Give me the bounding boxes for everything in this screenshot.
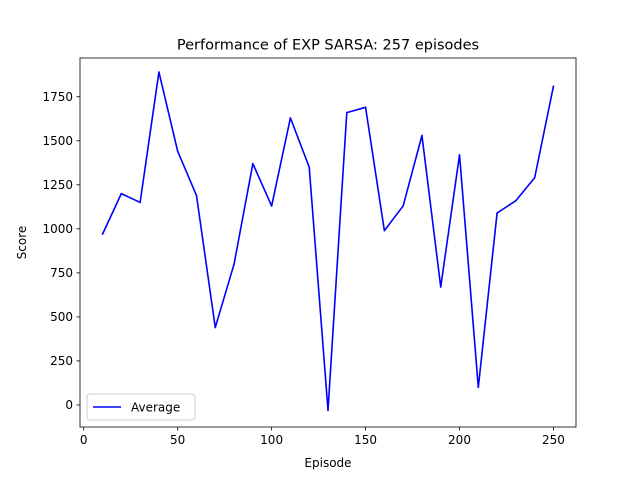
x-tick-label: 250 [542,433,565,447]
data-point [383,229,386,232]
y-tick-label: 0 [65,398,73,412]
data-point [252,162,254,165]
data-point [515,199,517,202]
y-axis-label: Score [15,226,29,260]
y-tick-label: 1750 [42,90,73,104]
x-tick-label: 150 [354,433,377,447]
y-axis: 0 250 500 750 1000 1250 1500 1750 [42,90,80,412]
data-point [421,134,423,137]
y-tick-label: 500 [50,310,73,324]
x-tick-label: 200 [448,433,471,447]
data-point [214,326,217,329]
data-point [233,263,235,265]
plot-frame [79,57,577,428]
data-point [139,201,141,204]
legend-box [86,393,196,421]
x-axis-label: Episode [304,456,351,470]
data-point [327,409,329,412]
data-point [533,176,536,179]
y-tick-label: 1250 [42,178,73,192]
data-point [289,117,292,119]
data-point [552,85,555,87]
legend-label: Average [131,401,180,415]
y-tick-label: 750 [50,266,73,280]
data-point [458,154,461,156]
data-point [308,166,311,169]
data-point [477,386,480,389]
data-point [345,111,348,114]
data-point [402,205,404,207]
chart-title: Performance of EXP SARSA: 257 episodes [177,38,479,54]
data-point [439,286,442,288]
data-point [176,150,179,153]
data-point [364,106,367,109]
y-tick-label: 1500 [42,134,73,148]
x-tick-label: 100 [260,433,283,447]
data-point [158,71,160,73]
y-tick-label: 250 [50,354,73,368]
data-point [101,233,104,235]
data-point [120,192,123,195]
plot-area [80,58,576,427]
data-point [496,212,498,214]
x-axis: 0 50 100 150 200 250 [80,427,565,447]
data-point [195,194,198,197]
x-tick-label: 0 [80,433,88,447]
y-tick-label: 1000 [42,222,73,236]
data-point [270,205,273,207]
series-layer [101,71,555,412]
x-tick-label: 50 [170,433,185,447]
legend: Average [86,393,196,421]
